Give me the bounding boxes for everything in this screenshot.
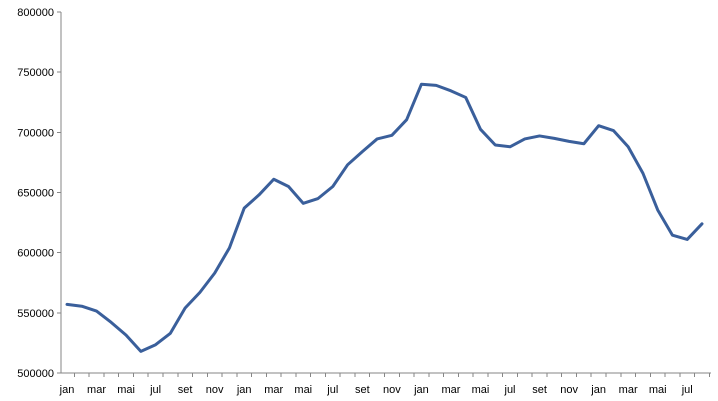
- x-tick-label: nov: [560, 384, 578, 396]
- x-tick-label: mai: [117, 384, 135, 396]
- x-tick-label: mar: [441, 384, 460, 396]
- y-tick-label: 500000: [17, 368, 54, 380]
- series-group: [65, 82, 704, 353]
- y-tick-label: 600000: [17, 248, 54, 260]
- series-line: [65, 82, 704, 353]
- y-tick-label: 800000: [17, 7, 54, 19]
- x-tick-label: mai: [472, 384, 490, 396]
- y-axis-labels: 500000 550000 600000 650000 700000 750000 8000…: [17, 7, 54, 380]
- x-tick-label: mar: [619, 384, 638, 396]
- y-tick-label: 750000: [17, 67, 54, 79]
- x-tick-label: jul: [149, 384, 161, 396]
- x-tick-label: jan: [590, 384, 606, 396]
- x-tick-label: jul: [504, 384, 516, 396]
- x-tick-label: nov: [383, 384, 401, 396]
- x-tick-label: mar: [264, 384, 283, 396]
- x-tick-label: mai: [294, 384, 312, 396]
- x-tick-label: jul: [681, 384, 693, 396]
- axes: [57, 11, 711, 377]
- x-axis-labels: jan mar mai jul set nov jan mar mai jul set nov jan m…: [59, 384, 693, 396]
- y-tick-label: 650000: [17, 188, 54, 200]
- y-tick-label: 550000: [17, 308, 54, 320]
- x-tick-label: set: [355, 384, 370, 396]
- y-tick-label: 700000: [17, 127, 54, 139]
- x-tick-label: jan: [413, 384, 429, 396]
- x-tick-label: set: [532, 384, 547, 396]
- x-tick-label: nov: [206, 384, 224, 396]
- x-tick-label: mar: [87, 384, 106, 396]
- x-tick-label: set: [178, 384, 193, 396]
- x-tick-label: jan: [59, 384, 75, 396]
- x-tick-label: jul: [326, 384, 338, 396]
- x-tick-label: jan: [236, 384, 252, 396]
- x-tick-label: mai: [649, 384, 667, 396]
